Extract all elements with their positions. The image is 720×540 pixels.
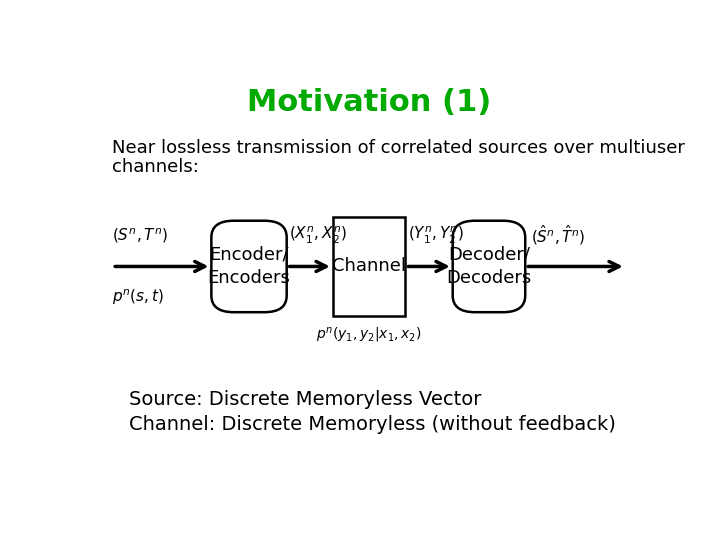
- Text: Channel: Discrete Memoryless (without feedback): Channel: Discrete Memoryless (without fe…: [129, 415, 616, 434]
- Text: Decoder/: Decoder/: [448, 246, 530, 264]
- Text: $(Y_1^n, Y_2^n)$: $(Y_1^n, Y_2^n)$: [408, 225, 464, 246]
- Text: Near lossless transmission of correlated sources over multiuser: Near lossless transmission of correlated…: [112, 139, 685, 157]
- FancyBboxPatch shape: [453, 221, 526, 312]
- FancyBboxPatch shape: [212, 221, 287, 312]
- Text: channels:: channels:: [112, 158, 199, 176]
- Text: Channel: Channel: [332, 258, 406, 275]
- Text: $p^n(s,t)$: $p^n(s,t)$: [112, 288, 164, 307]
- Text: Source: Discrete Memoryless Vector: Source: Discrete Memoryless Vector: [129, 390, 482, 409]
- Text: $p^n(y_1, y_2|x_1, x_2)$: $p^n(y_1, y_2|x_1, x_2)$: [316, 326, 422, 345]
- Text: Encoders: Encoders: [207, 269, 290, 287]
- Bar: [333, 217, 405, 316]
- Text: Motivation (1): Motivation (1): [247, 87, 491, 117]
- Text: $(X_1^n, X_2^n)$: $(X_1^n, X_2^n)$: [289, 225, 348, 246]
- Text: Decoders: Decoders: [446, 269, 531, 287]
- Text: Encoder/: Encoder/: [210, 246, 289, 264]
- Text: $(S^n, T^n)$: $(S^n, T^n)$: [112, 226, 168, 245]
- Text: $(\hat{S}^n, \hat{T}^n)$: $(\hat{S}^n, \hat{T}^n)$: [531, 224, 585, 247]
